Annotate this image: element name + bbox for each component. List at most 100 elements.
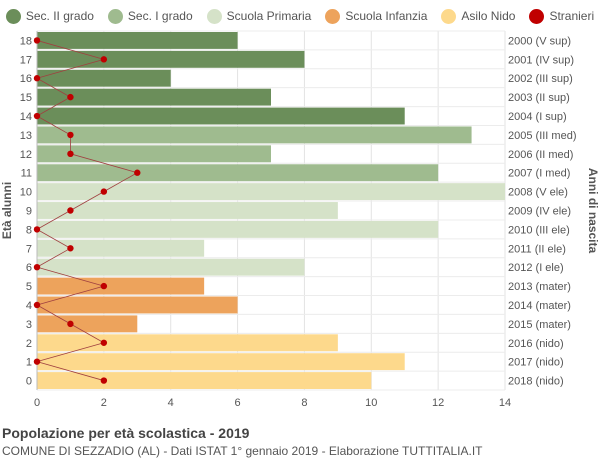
birth-year-label: 2010 (III ele) (508, 224, 570, 236)
x-tick-label: 2 (101, 397, 107, 409)
x-tick-label: 6 (235, 397, 241, 409)
legend-label: Sec. I grado (127, 9, 193, 23)
legend-swatch (206, 8, 222, 24)
stranieri-point (100, 339, 108, 346)
birth-year-label: 2012 (I ele) (508, 262, 564, 274)
bar (37, 315, 138, 333)
stranieri-point (33, 226, 41, 233)
stranieri-point (33, 75, 41, 82)
legend-item: Scuola Infanzia (325, 6, 427, 26)
bar (37, 220, 439, 238)
bar (37, 32, 238, 49)
stranieri-point (33, 263, 41, 271)
birth-year-label: 2017 (nido) (508, 357, 564, 369)
bar (37, 277, 205, 295)
bar (37, 126, 472, 144)
x-tick-label: 4 (168, 397, 174, 409)
y-axis-title: Età alunni (0, 182, 14, 239)
birth-year-label: 2006 (II med) (508, 149, 573, 161)
legend: Sec. II grado Sec. I grado Scuola Primaria… (0, 6, 600, 26)
x-tick-label: 8 (301, 397, 307, 409)
birth-year-label: 2015 (mater) (508, 319, 571, 331)
y-tick-label: 8 (26, 224, 32, 236)
legend-swatch (325, 8, 341, 24)
bar (37, 258, 305, 276)
legend-swatch (107, 8, 123, 24)
legend-item: Sec. II grado (5, 6, 94, 26)
stranieri-point (67, 150, 74, 158)
bar (37, 69, 171, 87)
legend-item: Sec. I grado (107, 6, 193, 26)
stranieri-point (100, 282, 108, 290)
y-tick-label: 4 (26, 300, 32, 312)
legend-swatch (441, 8, 457, 24)
birth-year-label: 2000 (V sup) (508, 35, 571, 47)
y-tick-label: 16 (20, 73, 32, 85)
birth-year-label: 2009 (IV ele) (508, 206, 571, 218)
legend-swatch (5, 8, 21, 24)
legend-label: Sec. II grado (25, 9, 94, 23)
bar (37, 164, 439, 182)
bar (37, 183, 505, 201)
bar (37, 353, 405, 371)
stranieri-point (100, 377, 108, 384)
y-tick-label: 7 (26, 243, 32, 255)
y-tick-label: 10 (20, 187, 32, 199)
y-tick-label: 12 (20, 149, 32, 161)
x-tick-label: 12 (432, 397, 444, 409)
y-axis-title-right: Anni di nascita (586, 168, 600, 254)
birth-year-label: 2018 (nido) (508, 376, 564, 388)
bar (37, 50, 305, 68)
stranieri-point (33, 301, 41, 309)
birth-year-label: 2016 (nido) (508, 338, 564, 350)
y-tick-label: 15 (20, 92, 32, 104)
birth-year-label: 2013 (mater) (508, 281, 571, 293)
bar (37, 202, 338, 219)
x-tick-label: 10 (365, 397, 377, 409)
y-tick-label: 3 (26, 319, 32, 331)
y-tick-label: 11 (21, 168, 32, 180)
x-tick-label: 0 (34, 397, 40, 409)
stranieri-point (100, 56, 108, 63)
chart-footer-subtitle: COMUNE DI SEZZADIO (AL) - Dati ISTAT 1° … (2, 444, 483, 458)
x-tick-label: 14 (499, 397, 511, 409)
stranieri-point (67, 245, 74, 252)
y-tick-label: 0 (26, 376, 32, 388)
y-tick-label: 1 (26, 357, 32, 369)
chart-footer-title: Popolazione per età scolastica - 2019 (2, 425, 250, 441)
bar (37, 372, 372, 389)
birth-year-label: 2011 (II ele) (508, 243, 566, 255)
stranieri-point (100, 188, 108, 195)
birth-year-label: 2003 (II sup) (508, 92, 570, 104)
bar (37, 334, 338, 352)
y-tick-label: 13 (20, 130, 32, 142)
y-tick-label: 9 (26, 206, 32, 218)
birth-year-label: 2004 (I sup) (508, 111, 567, 123)
legend-label: Stranieri (549, 9, 595, 23)
y-tick-label: 6 (26, 262, 32, 274)
bar (37, 145, 271, 163)
legend-swatch (529, 8, 545, 24)
stranieri-point (33, 112, 41, 120)
legend-item: Asilo Nido (441, 6, 515, 26)
legend-label: Asilo Nido (461, 9, 516, 23)
y-tick-label: 17 (20, 54, 32, 66)
legend-label: Scuola Infanzia (345, 9, 428, 23)
birth-year-label: 2002 (III sup) (508, 73, 573, 85)
stranieri-point (67, 320, 74, 328)
birth-year-label: 2008 (V ele) (508, 187, 568, 199)
bar (37, 88, 271, 106)
stranieri-point (33, 358, 41, 365)
stranieri-point (134, 169, 141, 176)
birth-year-label: 2005 (III med) (508, 130, 576, 142)
legend-item: Stranieri (529, 6, 594, 26)
stranieri-point (67, 207, 74, 214)
y-tick-label: 18 (20, 35, 32, 47)
birth-year-label: 2001 (IV sup) (508, 54, 574, 66)
bar (37, 239, 205, 257)
stranieri-point (67, 131, 74, 139)
legend-label: Scuola Primaria (226, 9, 312, 23)
y-tick-label: 5 (26, 281, 32, 293)
stranieri-point (33, 37, 41, 44)
